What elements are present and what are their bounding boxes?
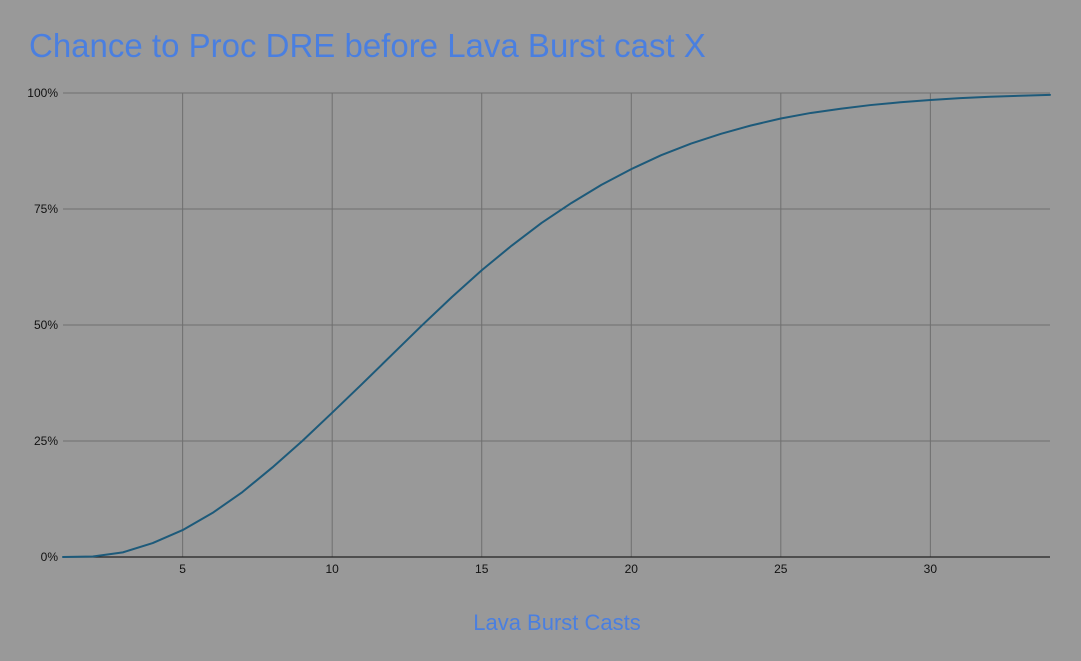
chart-title: Chance to Proc DRE before Lava Burst cas… <box>29 27 706 64</box>
y-tick-label: 75% <box>34 202 58 216</box>
x-tick-label: 15 <box>475 562 489 576</box>
x-tick-label: 10 <box>326 562 340 576</box>
y-tick-label: 25% <box>34 434 58 448</box>
x-tick-label: 5 <box>179 562 186 576</box>
grid-lines <box>63 92 1050 557</box>
y-tick-label: 50% <box>34 318 58 332</box>
series-line <box>62 93 1051 558</box>
x-tick-label: 25 <box>774 562 788 576</box>
x-tick-label: 20 <box>625 562 639 576</box>
y-tick-label: 100% <box>27 86 58 100</box>
series-lines <box>62 93 1051 558</box>
axis-tick-labels: 0% 25% 50% 75% 100% 5 10 15 20 25 30 <box>27 86 937 576</box>
x-axis-label: Lava Burst Casts <box>473 610 641 635</box>
x-tick-label: 30 <box>924 562 938 576</box>
y-tick-label: 0% <box>41 550 59 564</box>
